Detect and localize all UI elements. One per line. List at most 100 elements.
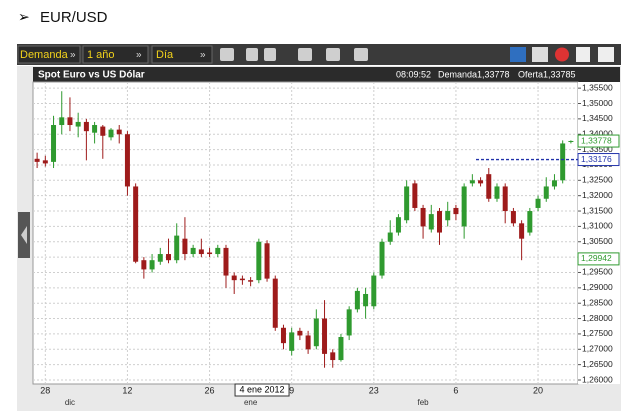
candle-body	[363, 293, 369, 307]
candle-body	[527, 211, 533, 233]
candle-body	[289, 332, 295, 351]
candle-body	[338, 336, 344, 361]
candle-body	[116, 129, 122, 135]
x-tick-label: 12	[122, 385, 132, 395]
y-tick-label: 1,27500	[582, 328, 613, 338]
table-tool[interactable]	[354, 48, 368, 61]
candle-body	[453, 207, 459, 215]
y-tick-label: 1,27000	[582, 344, 613, 354]
candle-body	[305, 335, 311, 350]
candle-body	[494, 186, 500, 199]
price-marker	[577, 153, 620, 167]
candle-body	[404, 186, 410, 221]
y-tick-label: 1,26500	[582, 359, 613, 369]
fib-tool[interactable]	[264, 48, 276, 61]
candle-body	[67, 117, 73, 126]
chart-icon[interactable]	[532, 47, 548, 62]
notes-icon[interactable]	[576, 47, 590, 62]
candle-body	[272, 278, 278, 328]
x-tick-label: 9	[289, 385, 294, 395]
chart-header	[33, 67, 620, 82]
x-tick-label: 6	[453, 385, 458, 395]
candle-body	[248, 280, 254, 282]
price-select[interactable]	[17, 45, 81, 64]
candle-body	[478, 180, 484, 184]
chart-title: Spot Euro vs US Dólar	[38, 70, 145, 81]
y-tick-label: 1,32500	[582, 175, 613, 185]
candle-body	[395, 217, 401, 233]
price-marker	[577, 134, 620, 148]
candle-body	[190, 247, 196, 255]
handle-arrow	[21, 226, 27, 244]
price-marker-label: 1,29942	[581, 253, 612, 263]
candle-body	[149, 260, 155, 270]
candle-body	[157, 254, 163, 262]
candle-body	[535, 198, 541, 208]
interval-select[interactable]	[151, 45, 213, 64]
candle-body	[486, 174, 492, 199]
ask: Oferta1,33785	[518, 69, 576, 79]
candle-body	[92, 125, 98, 133]
heading: EUR/USD	[40, 9, 108, 26]
candle-body	[256, 241, 262, 281]
chevron: »	[136, 50, 142, 61]
candle-body	[83, 121, 89, 132]
window-icon[interactable]	[510, 47, 526, 62]
alert-icon[interactable]	[555, 47, 569, 62]
x-tick-label: 23	[369, 385, 379, 395]
draw-tool[interactable]	[220, 48, 234, 61]
bullet: ➢	[18, 9, 30, 25]
candle-body	[412, 183, 418, 208]
candle-body	[560, 143, 566, 181]
candle-body	[551, 180, 557, 187]
price-marker-label: 1,33778	[581, 135, 612, 145]
candle-body	[280, 327, 286, 344]
y-tick-label: 1,28500	[582, 297, 613, 307]
candle-body	[445, 211, 451, 221]
y-tick-label: 1,29500	[582, 267, 613, 277]
candle-body	[379, 241, 385, 276]
candle-body	[510, 211, 516, 224]
candle-body	[420, 207, 426, 227]
tool-icons	[220, 48, 368, 61]
candle-body	[519, 223, 525, 239]
candle-body	[437, 211, 442, 233]
y-tick-label: 1,35000	[582, 98, 613, 108]
y-tick-label: 1,29000	[582, 282, 613, 292]
candle-body	[166, 254, 171, 261]
pin-tool[interactable]	[246, 48, 258, 61]
y-tick-label: 1,30500	[582, 236, 613, 246]
y-tick-label: 1,31500	[582, 205, 613, 215]
candle-body	[223, 247, 229, 276]
candle-body	[502, 186, 508, 212]
candle-body	[330, 352, 336, 361]
period-select[interactable]	[82, 45, 149, 64]
candle-body	[469, 180, 475, 184]
print-tool[interactable]	[298, 48, 312, 61]
month-label: feb	[418, 398, 430, 407]
candle-body	[313, 318, 319, 347]
candle-body	[239, 278, 245, 281]
clock: 08:09:52	[396, 69, 431, 79]
candle-body	[231, 275, 237, 281]
chevron: »	[70, 50, 76, 61]
x-tick-label: 28	[40, 385, 50, 395]
candle-body	[297, 330, 303, 336]
candle-body	[428, 214, 434, 230]
export-icon[interactable]	[598, 47, 614, 62]
candle-body	[322, 318, 328, 354]
candle-body	[34, 158, 40, 162]
y-tick-label: 1,31000	[582, 221, 613, 231]
image-tool[interactable]	[326, 48, 340, 61]
chevron: »	[200, 50, 206, 61]
y-tick-label: 1,34500	[582, 113, 613, 123]
x-tick-label: 26	[205, 385, 215, 395]
candle-body	[100, 126, 106, 136]
price-marker-label: 1,33176	[581, 154, 612, 164]
candle-body	[371, 275, 377, 307]
y-tick-label: 1,33500	[582, 144, 613, 154]
y-tick-label: 1,28000	[582, 313, 613, 323]
candle-body	[174, 235, 180, 261]
